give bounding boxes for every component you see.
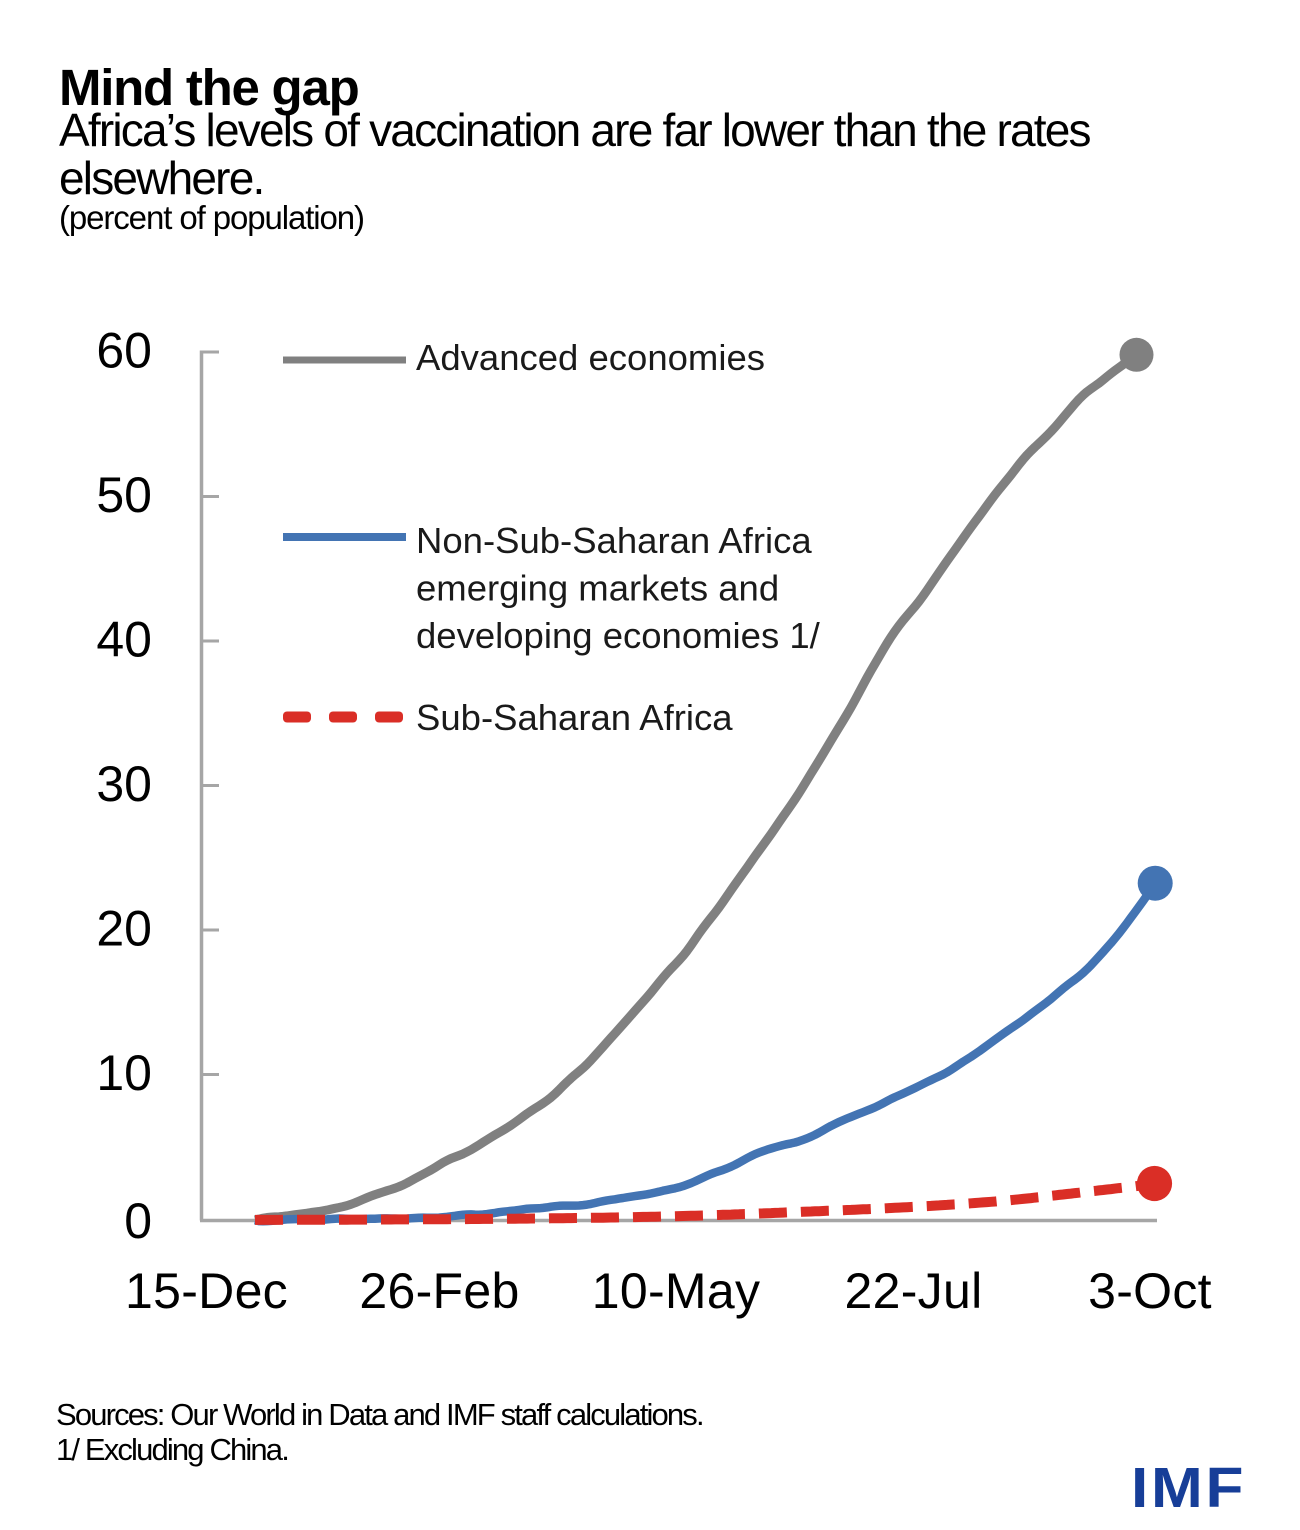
svg-text:10-May: 10-May — [592, 1263, 761, 1319]
svg-text:Sub-Saharan Africa: Sub-Saharan Africa — [416, 697, 733, 738]
svg-text:22-Jul: 22-Jul — [845, 1263, 983, 1319]
svg-text:30: 30 — [96, 756, 152, 812]
svg-text:3-Oct: 3-Oct — [1088, 1263, 1212, 1319]
svg-text:20: 20 — [96, 901, 152, 957]
svg-text:0: 0 — [124, 1193, 152, 1249]
svg-text:50: 50 — [96, 467, 152, 523]
svg-text:40: 40 — [96, 612, 152, 668]
svg-text:26-Feb: 26-Feb — [359, 1263, 519, 1319]
svg-text:developing economies 1/: developing economies 1/ — [416, 615, 821, 656]
svg-text:15-Dec: 15-Dec — [125, 1263, 288, 1319]
svg-text:10: 10 — [96, 1045, 152, 1101]
svg-text:60: 60 — [96, 323, 152, 379]
svg-text:Advanced economies: Advanced economies — [416, 337, 765, 378]
svg-text:emerging markets and: emerging markets and — [416, 568, 779, 609]
svg-text:Non-Sub-Saharan Africa: Non-Sub-Saharan Africa — [416, 520, 812, 561]
